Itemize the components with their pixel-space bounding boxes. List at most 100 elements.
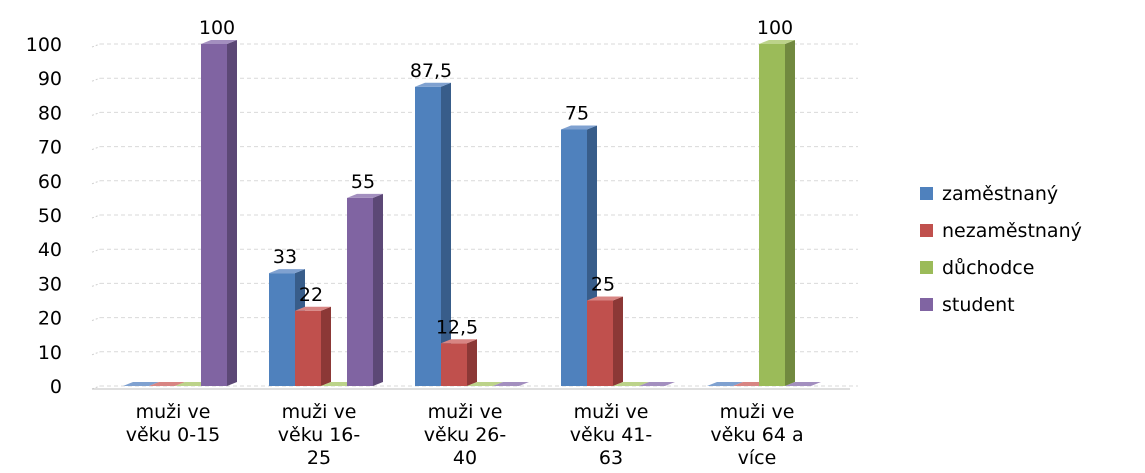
legend-label: zaměstnaný <box>942 183 1058 205</box>
data-label-důchodce-5: 100 <box>757 17 793 39</box>
bar-top <box>149 382 185 386</box>
y-tick-label-50: 50 <box>38 205 62 227</box>
bar-zaměstnaný-1 <box>123 382 159 386</box>
bar-top <box>295 306 331 311</box>
bar-top <box>707 382 743 386</box>
x-tick-line: věku 0-15 <box>126 424 221 446</box>
x-tick-line: 25 <box>307 447 331 469</box>
bar-zaměstnaný-3 <box>415 82 451 386</box>
data-label-zaměstnaný-2: 33 <box>273 246 297 268</box>
bar-student-3 <box>493 382 529 386</box>
y-tick-label-40: 40 <box>38 239 62 261</box>
legend-item-nezaměstnaný: nezaměstnaný <box>920 220 1082 242</box>
y-tick-label-100: 100 <box>26 34 62 56</box>
grid-side-10 <box>91 351 101 356</box>
bar-front <box>561 129 587 386</box>
bar-top <box>639 382 675 386</box>
x-tick-label-1: muži ve věku 0-15 <box>126 401 221 446</box>
bar-top <box>759 40 795 44</box>
bar-front <box>295 310 321 386</box>
bar-front <box>201 44 227 386</box>
legend-label: nezaměstnaný <box>942 220 1082 242</box>
data-label-student-1: 100 <box>199 17 235 39</box>
bar-důchodce-5 <box>759 40 795 386</box>
legend-label: student <box>942 294 1015 316</box>
bar-front <box>759 44 785 386</box>
bar-top <box>415 82 451 87</box>
y-tick-label-20: 20 <box>38 308 62 330</box>
grid-side-40 <box>91 248 101 253</box>
grid-side-80 <box>91 111 101 116</box>
bar-top <box>785 382 821 386</box>
legend-item-důchodce: důchodce <box>920 257 1034 279</box>
bar-side <box>441 82 451 386</box>
bar-side <box>373 193 383 386</box>
grid-side-30 <box>91 282 101 287</box>
data-label-zaměstnaný-4: 75 <box>565 103 589 125</box>
x-tick-line: muži ve <box>720 401 795 423</box>
grid-side-90 <box>91 77 101 82</box>
y-tick-label-80: 80 <box>38 102 62 124</box>
x-tick-line: věku 64 a <box>710 424 803 446</box>
y-tick-label-0: 0 <box>50 376 62 398</box>
x-tick-label-3: muži ve věku 26-40 <box>424 401 506 469</box>
x-tick-label-2: muži ve věku 16-25 <box>278 401 360 469</box>
y-tick-label-70: 70 <box>38 137 62 159</box>
y-tick-label-30: 30 <box>38 273 62 295</box>
x-tick-line: 40 <box>453 447 477 469</box>
bar-top <box>201 40 237 44</box>
x-tick-line: muži ve <box>136 401 211 423</box>
legend: zaměstnaný nezaměstnaný důchodce student <box>920 183 1082 316</box>
bar-side <box>227 40 237 386</box>
legend-swatch <box>920 187 933 200</box>
bar-top <box>587 296 623 301</box>
x-tick-line: věku 41- <box>570 424 652 446</box>
x-tick-line: 63 <box>599 447 623 469</box>
bar-důchodce-3 <box>467 382 503 386</box>
x-tick-line: věku 26- <box>424 424 506 446</box>
bar-student-1 <box>201 40 237 386</box>
bar-nezaměstnaný-4 <box>587 296 623 386</box>
bar-side <box>467 339 477 386</box>
bar-top <box>613 382 649 386</box>
grid-side-60 <box>91 180 101 185</box>
data-label-zaměstnaný-3: 87,5 <box>410 60 452 82</box>
data-label-nezaměstnaný-4: 25 <box>591 274 615 296</box>
bar-side <box>321 306 331 386</box>
bar-nezaměstnaný-2 <box>295 306 331 386</box>
bar-top <box>561 125 597 130</box>
bar-nezaměstnaný-3 <box>441 339 477 386</box>
bar-top <box>123 382 159 386</box>
x-tick-label-5: muži ve věku 64 a více <box>710 401 803 469</box>
bar-side <box>613 296 623 386</box>
x-tick-line: muži ve <box>574 401 649 423</box>
legend-item-student: student <box>920 294 1015 316</box>
bar-side <box>785 40 795 386</box>
bar-layer <box>123 40 821 386</box>
x-tick-line: muži ve <box>428 401 503 423</box>
legend-swatch <box>920 261 933 274</box>
legend-item-zaměstnaný: zaměstnaný <box>920 183 1058 205</box>
x-tick-label-4: muži ve věku 41-63 <box>570 401 652 469</box>
y-tick-label-90: 90 <box>38 68 62 90</box>
data-label-nezaměstnaný-3: 12,5 <box>436 316 478 338</box>
x-tick-line: věku 16- <box>278 424 360 446</box>
grid-side-70 <box>91 146 101 151</box>
grid-side-50 <box>91 214 101 219</box>
bar-front <box>587 300 613 386</box>
bar-front <box>415 86 441 386</box>
bar-důchodce-4 <box>613 382 649 386</box>
x-tick-line: muži ve <box>282 401 357 423</box>
x-tick-line: více <box>738 447 777 469</box>
bar-zaměstnaný-4 <box>561 125 597 386</box>
grid-side-100 <box>91 43 101 48</box>
bar-nezaměstnaný-1 <box>149 382 185 386</box>
bar-front <box>347 197 373 386</box>
bar-top <box>493 382 529 386</box>
bar-front <box>441 343 467 386</box>
bar-student-4 <box>639 382 675 386</box>
